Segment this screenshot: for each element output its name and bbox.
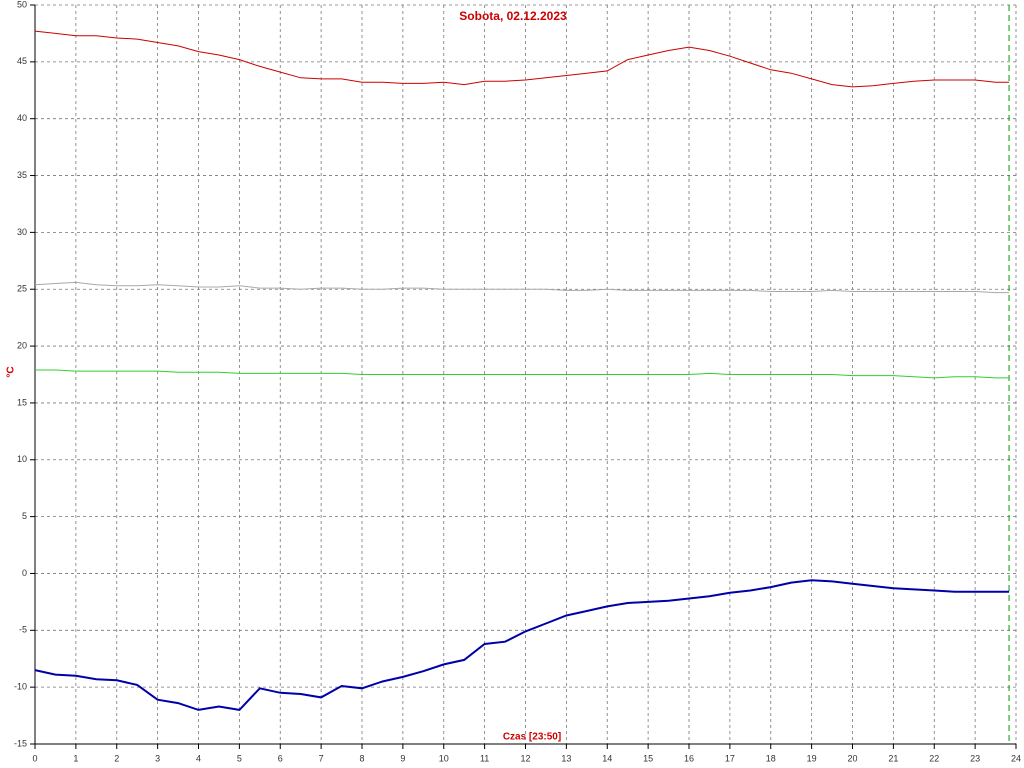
x-tick-label: 1 xyxy=(73,753,78,763)
chart-title: Sobota, 02.12.2023 xyxy=(459,9,567,23)
x-tick-label: 13 xyxy=(561,753,571,763)
x-tick-label: 18 xyxy=(766,753,776,763)
y-tick-label: 10 xyxy=(17,454,27,464)
y-tick-label: 50 xyxy=(17,0,27,9)
x-tick-label: 4 xyxy=(196,753,201,763)
data-line xyxy=(34,579,1010,711)
x-tick-label: 24 xyxy=(1011,753,1021,763)
x-tick-label: 23 xyxy=(970,753,980,763)
y-tick-label: -10 xyxy=(14,682,27,692)
y-tick-label: -15 xyxy=(14,738,27,748)
x-tick-label: 0 xyxy=(32,753,37,763)
data-line xyxy=(35,369,1010,379)
y-tick-label: 5 xyxy=(22,511,27,521)
y-tick-label: 20 xyxy=(17,340,27,350)
x-tick-label: 6 xyxy=(278,753,283,763)
x-tick-label: 11 xyxy=(480,753,489,763)
x-tick-label: 5 xyxy=(237,753,242,763)
x-tick-label: 19 xyxy=(807,753,817,763)
x-tick-label: 20 xyxy=(847,753,857,763)
data-line xyxy=(34,281,1010,294)
y-tick-label: -5 xyxy=(19,625,27,635)
x-tick-label: 21 xyxy=(888,753,898,763)
x-tick-label: 16 xyxy=(684,753,694,763)
y-tick-label: 45 xyxy=(17,56,27,66)
x-tick-label: 12 xyxy=(520,753,530,763)
y-tick-label: 40 xyxy=(17,113,27,123)
x-tick-label: 14 xyxy=(602,753,612,763)
x-tick-label: 7 xyxy=(319,753,324,763)
x-tick-label: 10 xyxy=(439,753,449,763)
data-line xyxy=(34,30,1010,88)
x-tick-label: 3 xyxy=(155,753,160,763)
x-tick-label: 9 xyxy=(400,753,405,763)
y-tick-label: 25 xyxy=(17,284,27,294)
x-tick-label: 2 xyxy=(114,753,119,763)
y-axis-label: °C xyxy=(6,366,17,377)
x-tick-label: 22 xyxy=(929,753,939,763)
y-tick-label: 30 xyxy=(17,227,27,237)
y-tick-label: 0 xyxy=(22,568,27,578)
x-tick-label: 17 xyxy=(725,753,735,763)
x-tick-label: 8 xyxy=(359,753,364,763)
x-axis-label: Czas [23:50] xyxy=(503,732,561,743)
y-tick-label: 35 xyxy=(17,170,27,180)
y-tick-label: 15 xyxy=(17,397,27,407)
x-tick-label: 15 xyxy=(643,753,653,763)
